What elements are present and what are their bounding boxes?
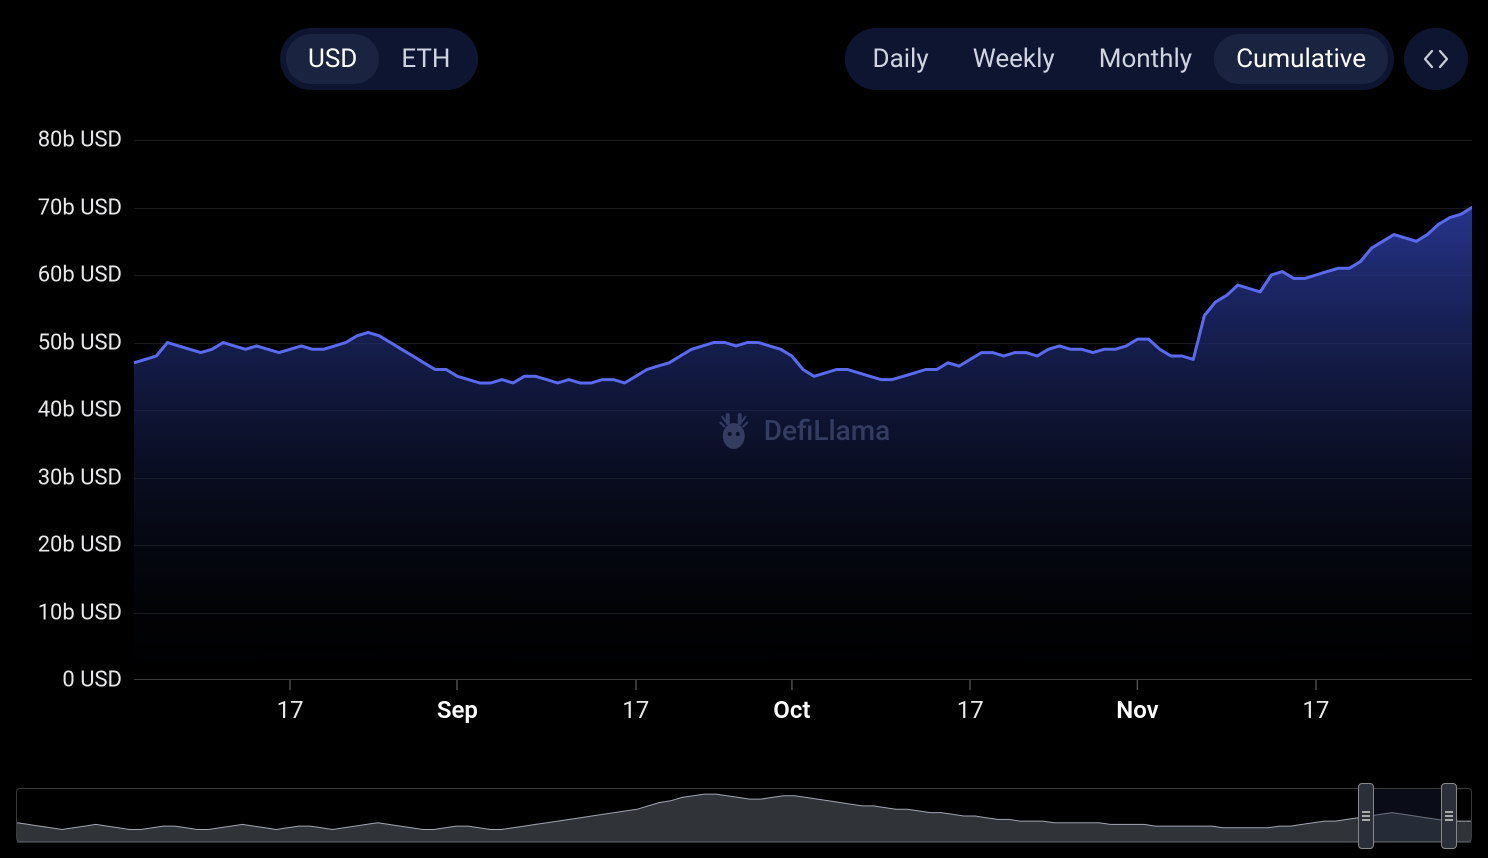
embed-button[interactable] <box>1404 28 1468 90</box>
currency-toggle-group: USDETH <box>280 28 478 90</box>
x-axis: 17 Sep 17 Oct 17 Nov 17 <box>134 680 1472 728</box>
currency-option-usd[interactable]: USD <box>286 34 379 84</box>
area-fill <box>134 208 1472 681</box>
y-tick-label: 50b USD <box>38 330 122 355</box>
chart-toolbar: USDETH DailyWeeklyMonthlyCumulative <box>0 28 1488 90</box>
right-toolbar: DailyWeeklyMonthlyCumulative <box>845 28 1468 90</box>
y-tick-label: 10b USD <box>38 600 122 625</box>
y-tick-label: 0 USD <box>62 668 122 693</box>
y-tick-label: 80b USD <box>38 128 122 153</box>
x-tick-label: 17 <box>1302 680 1329 724</box>
y-tick-label: 30b USD <box>38 465 122 490</box>
y-axis: 0 USD10b USD20b USD30b USD40b USD50b USD… <box>16 140 130 680</box>
time-range-brush[interactable] <box>16 788 1472 842</box>
brush-area <box>17 794 1471 843</box>
brush-selection[interactable] <box>1366 789 1449 841</box>
brush-handle-left[interactable] <box>1358 783 1374 849</box>
x-tick-label: Oct <box>773 680 810 724</box>
interval-option-daily[interactable]: Daily <box>851 34 951 84</box>
plot-area[interactable]: DefiLlama <box>134 140 1472 680</box>
y-tick-label: 60b USD <box>38 263 122 288</box>
chart-svg <box>134 140 1472 680</box>
brush-svg <box>17 789 1471 843</box>
x-tick-label: Nov <box>1116 680 1158 724</box>
y-tick-label: 70b USD <box>38 195 122 220</box>
interval-toggle-group: DailyWeeklyMonthlyCumulative <box>845 28 1394 90</box>
main-chart: 0 USD 10b USD 20b USD 30b USD 40b USD 50b USD… <box>16 140 1472 740</box>
interval-option-weekly[interactable]: Weekly <box>951 34 1077 84</box>
x-tick-label: Sep <box>437 680 478 724</box>
x-tick-label: 17 <box>957 680 984 724</box>
brush-handle-right[interactable] <box>1441 783 1457 849</box>
currency-option-eth[interactable]: ETH <box>379 34 472 84</box>
x-tick-label: 17 <box>277 680 304 724</box>
interval-option-monthly[interactable]: Monthly <box>1077 34 1214 84</box>
y-tick-label: 40b USD <box>38 398 122 423</box>
code-icon <box>1422 48 1450 70</box>
interval-option-cumulative[interactable]: Cumulative <box>1214 34 1388 84</box>
y-tick-label: 20b USD <box>38 533 122 558</box>
x-tick-label: 17 <box>622 680 649 724</box>
